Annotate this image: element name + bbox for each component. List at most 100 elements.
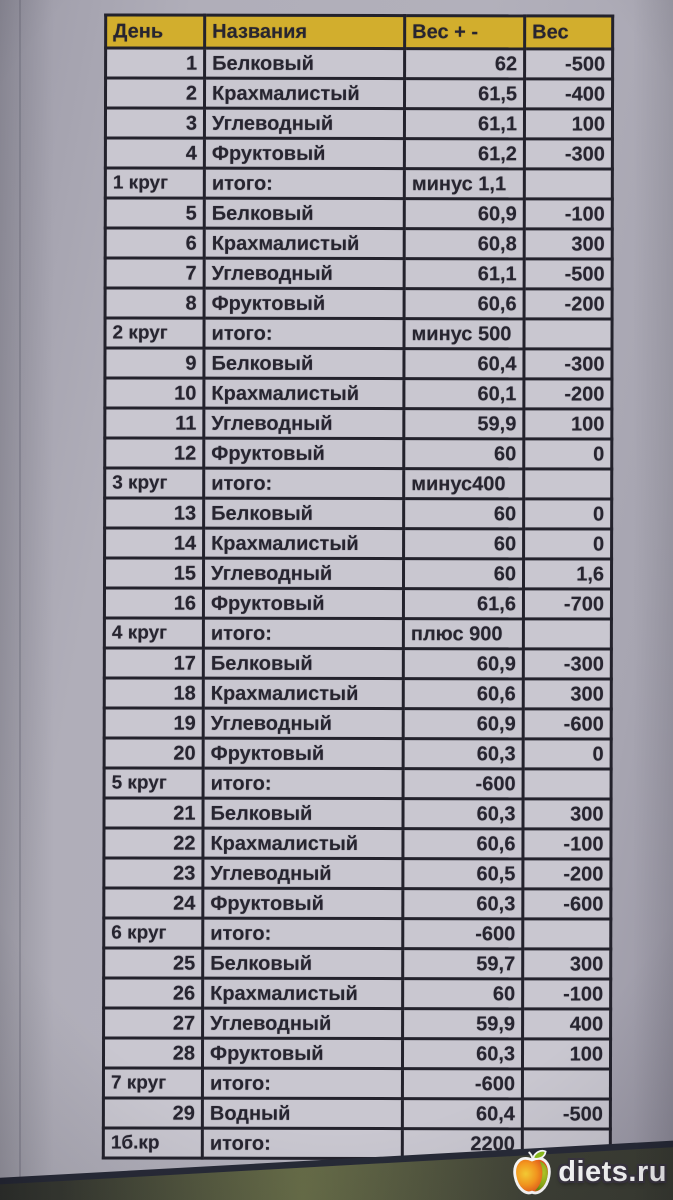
day-number-cell: 26 xyxy=(103,977,203,1009)
weight-cell: 60 xyxy=(402,978,523,1009)
food-type-cell: Углеводный xyxy=(204,108,405,139)
food-type-cell: Белковый xyxy=(203,648,404,679)
food-type-cell: Углеводный xyxy=(202,858,403,889)
food-type-cell: Крахмалистый xyxy=(204,228,405,259)
delta-cell: -100 xyxy=(522,828,611,860)
food-type-cell: Фруктовый xyxy=(202,1038,403,1069)
total-label-cell: итого: xyxy=(202,918,403,949)
weight-cell: 60,6 xyxy=(403,678,524,709)
round-summary-row: 1 круг итого: минус 1,1 xyxy=(105,167,613,200)
diets-ru-watermark: diets.ru xyxy=(509,1148,667,1196)
delta-cell: -200 xyxy=(522,858,611,890)
weight-cell: 60 xyxy=(403,498,524,529)
day-number-cell: 10 xyxy=(104,377,204,409)
day-number-cell: 4 xyxy=(105,137,205,169)
food-type-cell: Углеводный xyxy=(204,258,405,289)
round-label-cell: 2 круг xyxy=(105,317,205,349)
apple-icon xyxy=(513,1149,551,1195)
delta-cell: -100 xyxy=(522,978,611,1010)
total-label-cell: итого: xyxy=(203,318,405,349)
day-number-cell: 28 xyxy=(103,1037,203,1069)
round-summary-row: 6 круг итого: -600 xyxy=(103,917,611,950)
day-number-cell: 24 xyxy=(103,887,203,919)
delta-cell: 0 xyxy=(523,438,612,470)
delta-cell: -600 xyxy=(523,708,612,740)
total-label-cell: итого: xyxy=(202,1128,403,1159)
weight-cell: 60,1 xyxy=(403,378,524,409)
day-number-cell: 1 xyxy=(105,47,205,79)
food-type-cell: Крахмалистый xyxy=(204,78,405,109)
day-number-cell: 3 xyxy=(105,107,205,139)
day-number-cell: 20 xyxy=(104,737,204,769)
empty-cell xyxy=(523,468,612,500)
empty-cell xyxy=(522,918,611,950)
weight-cell: 60,8 xyxy=(404,228,525,259)
day-row: 11 Углеводный 59,9 100 xyxy=(104,407,612,440)
paper-fold-line xyxy=(19,0,21,1185)
delta-cell: -300 xyxy=(524,138,613,170)
delta-cell: 300 xyxy=(524,228,613,260)
weight-cell: 60,6 xyxy=(402,828,523,859)
delta-cell: 300 xyxy=(522,798,612,830)
delta-cell: 100 xyxy=(523,408,612,440)
food-type-cell: Белковый xyxy=(203,348,404,379)
weight-cell: 60,4 xyxy=(402,1098,523,1129)
total-value-cell: минус 500 xyxy=(403,318,525,349)
food-type-cell: Углеводный xyxy=(202,1008,403,1039)
weight-cell: 59,9 xyxy=(403,408,524,439)
day-row: 8 Фруктовый 60,6 -200 xyxy=(105,287,613,320)
weight-cell: 62 xyxy=(404,48,525,79)
total-value-cell: -600 xyxy=(402,918,523,949)
food-type-cell: Белковый xyxy=(203,498,404,529)
food-type-cell: Крахмалистый xyxy=(202,978,403,1009)
weight-cell: 60,9 xyxy=(404,198,525,229)
weight-cell: 60,9 xyxy=(403,648,524,679)
day-row: 20 Фруктовый 60,3 0 xyxy=(104,737,612,770)
empty-cell xyxy=(523,768,612,800)
day-number-cell: 18 xyxy=(104,677,204,709)
day-row: 19 Углеводный 60,9 -600 xyxy=(104,707,612,740)
delta-cell: -200 xyxy=(523,378,612,410)
food-type-cell: Фруктовый xyxy=(203,588,404,619)
day-number-cell: 23 xyxy=(103,857,203,889)
round-summary-row: 7 круг итого: -600 xyxy=(103,1067,611,1100)
weight-cell: 60,3 xyxy=(402,798,524,829)
food-type-cell: Фруктовый xyxy=(204,138,405,169)
day-number-cell: 25 xyxy=(103,947,203,979)
day-row: 23 Углеводный 60,5 -200 xyxy=(103,857,611,890)
weight-cell: 61,2 xyxy=(404,138,525,169)
column-header-weight: Вес xyxy=(524,15,613,50)
day-number-cell: 21 xyxy=(103,797,204,829)
weight-cell: 59,7 xyxy=(402,948,523,979)
day-number-cell: 14 xyxy=(104,527,204,559)
day-number-cell: 9 xyxy=(104,347,204,379)
day-row: 2 Крахмалистый 61,5 -400 xyxy=(105,77,613,110)
round-summary-row: 5 круг итого: -600 xyxy=(104,767,612,800)
empty-cell xyxy=(522,1068,611,1100)
delta-cell: -400 xyxy=(524,78,613,110)
delta-cell: -100 xyxy=(524,198,613,230)
day-number-cell: 19 xyxy=(104,707,204,739)
day-row: 15 Углеводный 60 1,6 xyxy=(104,557,612,590)
weight-cell: 61,6 xyxy=(403,588,524,619)
empty-cell xyxy=(524,168,613,200)
total-label-cell: итого: xyxy=(203,618,404,649)
food-type-cell: Крахмалистый xyxy=(203,378,404,409)
weight-cell: 60 xyxy=(403,558,524,589)
day-row: 24 Фруктовый 60,3 -600 xyxy=(103,887,611,920)
food-type-cell: Углеводный xyxy=(203,558,404,589)
day-row: 6 Крахмалистый 60,8 300 xyxy=(105,227,613,260)
round-label-cell: 3 круг xyxy=(104,467,204,499)
column-header-names: Названия xyxy=(204,15,405,49)
weight-cell: 60,3 xyxy=(402,1038,523,1069)
day-number-cell: 7 xyxy=(105,257,205,289)
food-type-cell: Белковый xyxy=(204,48,405,79)
day-number-cell: 17 xyxy=(104,647,204,679)
day-row: 5 Белковый 60,9 -100 xyxy=(105,197,613,230)
food-type-cell: Углеводный xyxy=(203,408,404,439)
round-label-cell: 1 круг xyxy=(105,167,205,199)
day-number-cell: 22 xyxy=(103,827,203,859)
day-number-cell: 27 xyxy=(103,1007,203,1039)
total-value-cell: -600 xyxy=(403,768,524,799)
weight-cell: 60,3 xyxy=(403,738,524,769)
